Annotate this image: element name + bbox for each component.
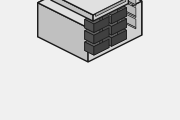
Polygon shape	[97, 0, 136, 6]
Polygon shape	[85, 23, 100, 39]
Polygon shape	[102, 3, 117, 19]
Polygon shape	[85, 23, 109, 35]
Polygon shape	[97, 0, 136, 18]
Polygon shape	[85, 31, 94, 44]
Polygon shape	[117, 26, 127, 39]
Polygon shape	[85, 20, 109, 33]
Polygon shape	[94, 16, 109, 33]
Polygon shape	[97, 0, 136, 16]
Polygon shape	[85, 34, 100, 51]
Polygon shape	[38, 3, 88, 62]
Polygon shape	[100, 12, 109, 25]
Polygon shape	[94, 39, 109, 55]
Polygon shape	[102, 33, 112, 46]
Polygon shape	[85, 12, 109, 24]
Polygon shape	[97, 0, 136, 5]
Polygon shape	[102, 14, 127, 27]
Polygon shape	[112, 30, 127, 46]
Polygon shape	[94, 28, 109, 44]
Polygon shape	[117, 3, 127, 16]
Polygon shape	[102, 23, 127, 35]
Polygon shape	[86, 0, 128, 4]
Polygon shape	[102, 14, 117, 30]
Polygon shape	[100, 34, 109, 48]
Polygon shape	[102, 34, 127, 46]
Polygon shape	[102, 3, 127, 15]
Polygon shape	[91, 0, 142, 35]
Polygon shape	[85, 19, 94, 33]
Polygon shape	[93, 0, 128, 21]
Polygon shape	[102, 11, 112, 24]
Polygon shape	[100, 23, 109, 36]
Polygon shape	[38, 0, 142, 28]
Polygon shape	[97, 0, 136, 28]
Polygon shape	[85, 12, 100, 28]
Polygon shape	[112, 8, 127, 24]
Polygon shape	[112, 19, 127, 35]
Polygon shape	[102, 26, 117, 42]
Polygon shape	[85, 42, 94, 55]
Polygon shape	[102, 26, 127, 38]
Polygon shape	[85, 32, 109, 44]
Polygon shape	[51, 0, 128, 15]
Polygon shape	[102, 12, 127, 24]
Polygon shape	[51, 0, 93, 21]
Polygon shape	[38, 0, 91, 37]
Polygon shape	[85, 43, 109, 55]
Polygon shape	[96, 0, 126, 16]
Polygon shape	[88, 1, 142, 62]
Polygon shape	[117, 14, 127, 27]
Polygon shape	[85, 34, 109, 47]
Polygon shape	[102, 22, 112, 35]
Polygon shape	[97, 8, 136, 29]
